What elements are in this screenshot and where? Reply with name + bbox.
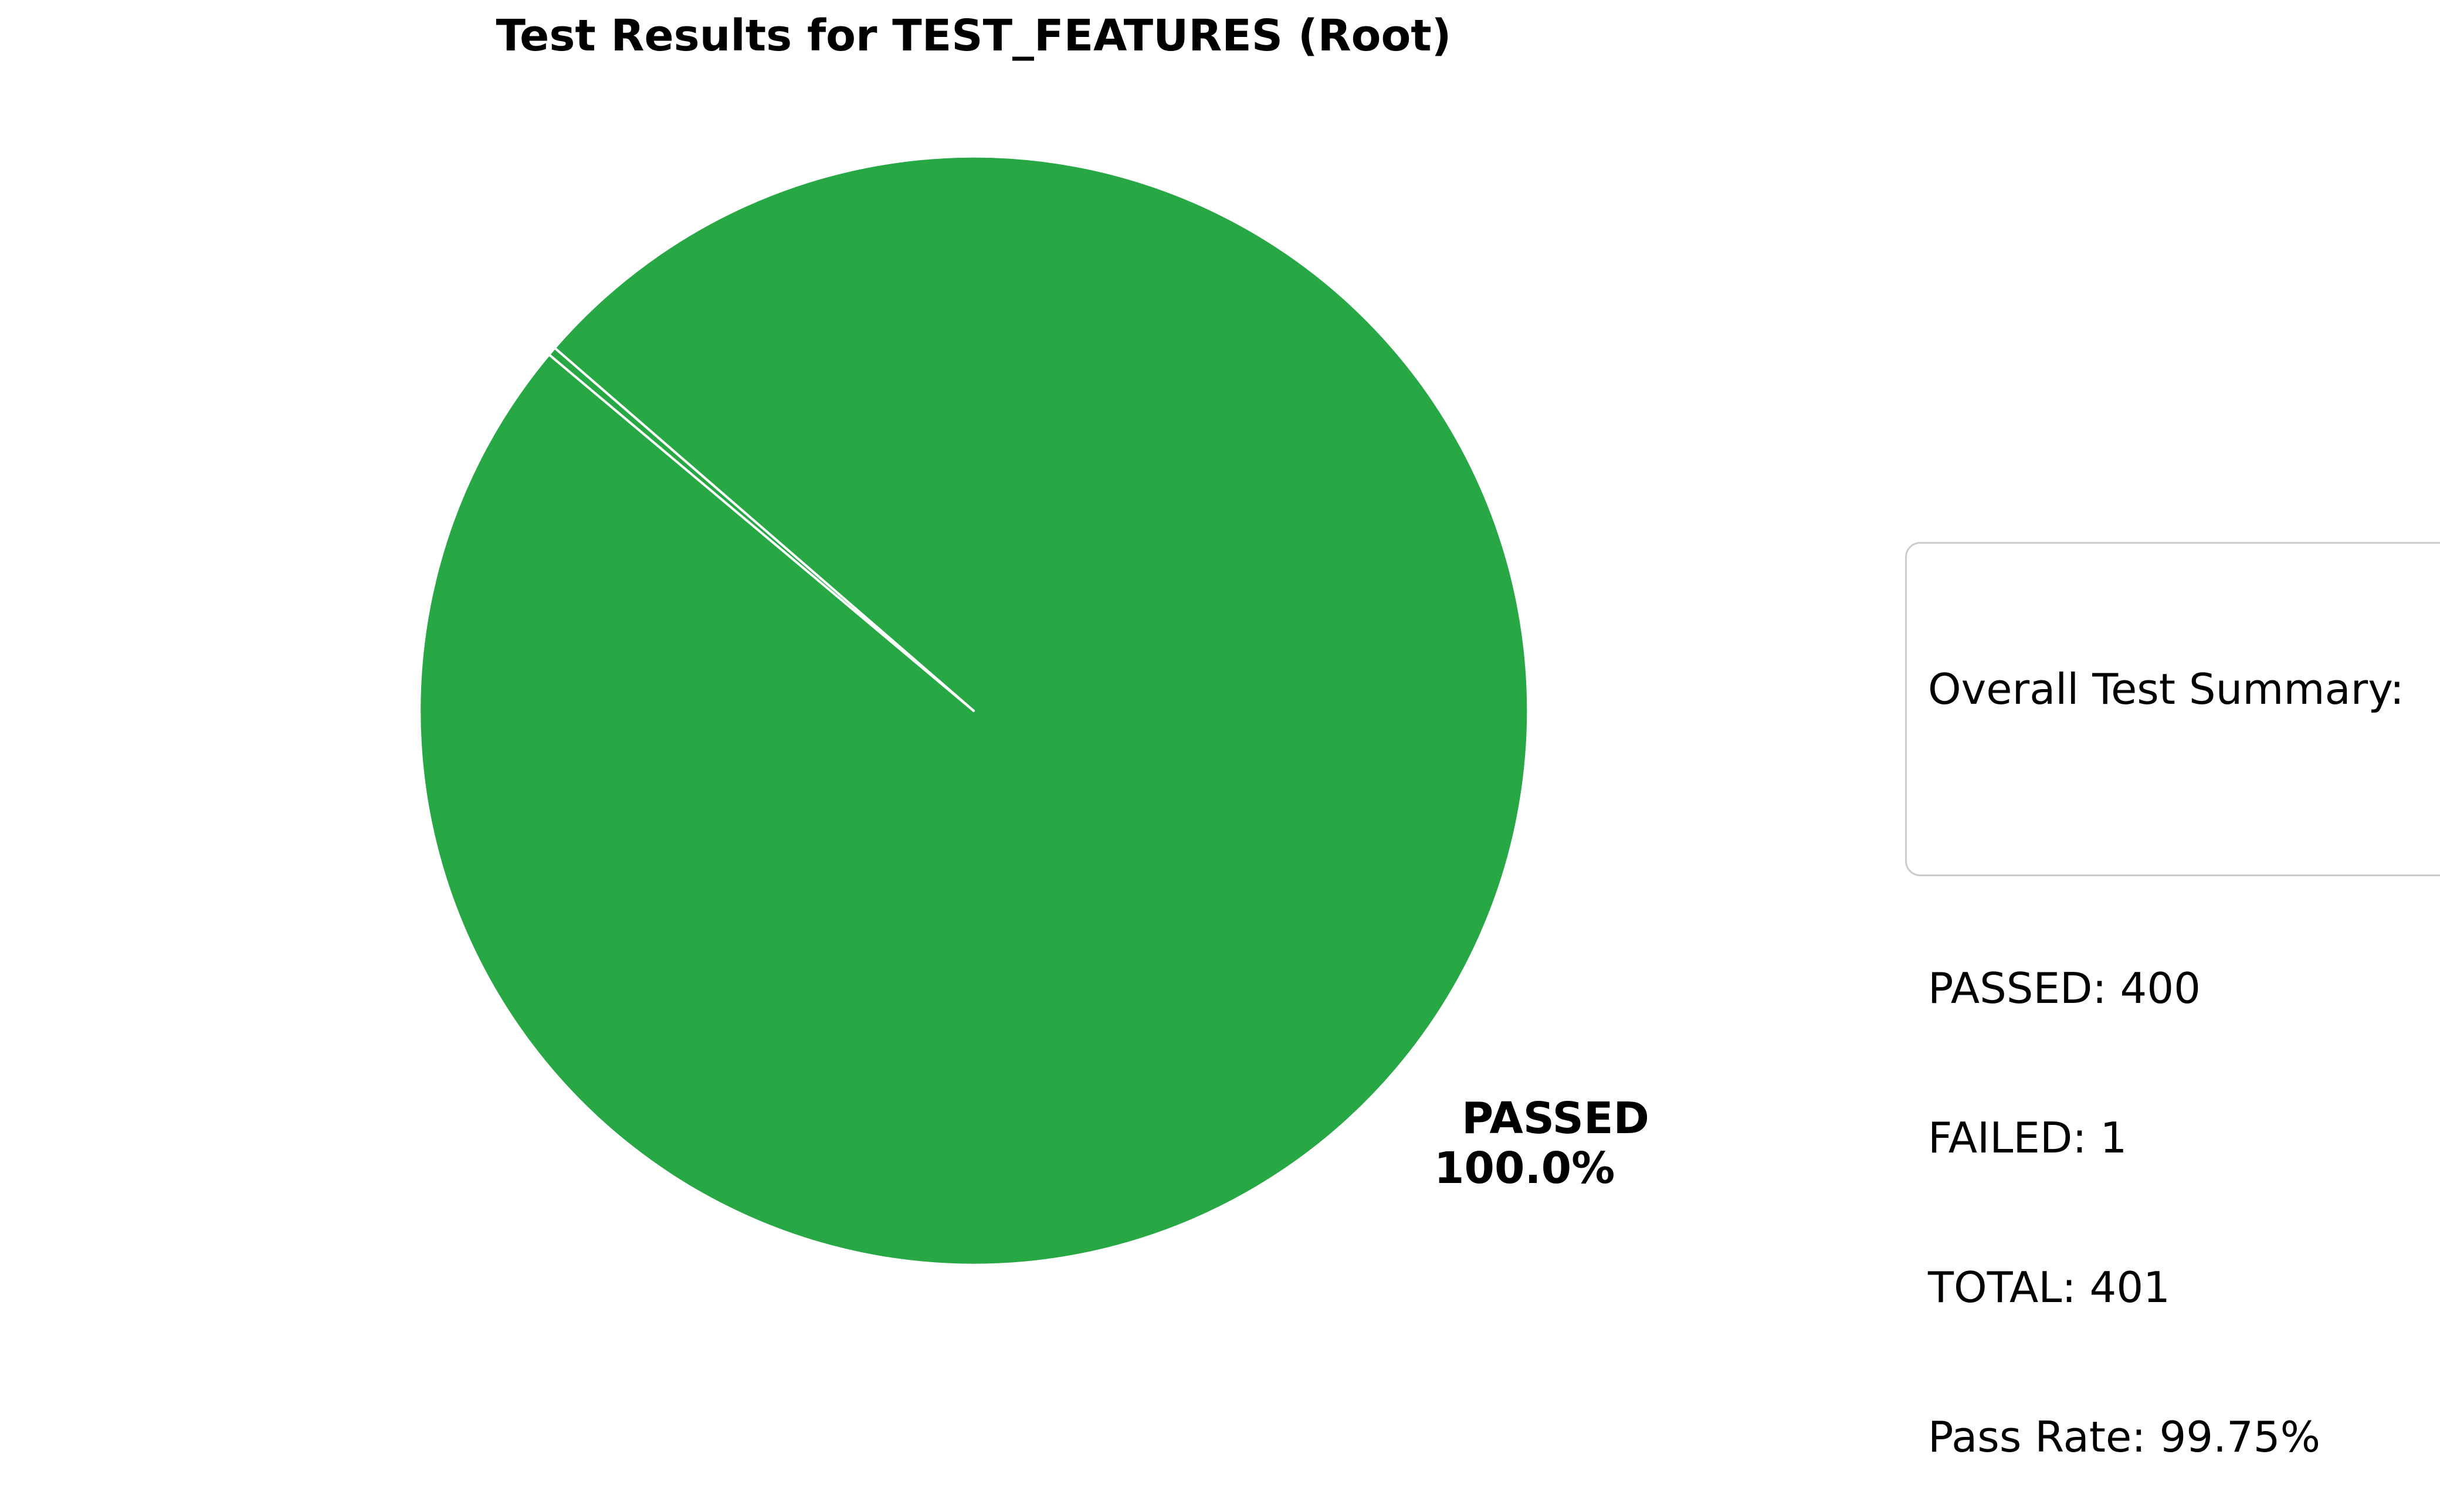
summary-failed: FAILED: 1	[1928, 1113, 2127, 1162]
chart-title: Test Results for TEST_FEATURES (Root)	[496, 11, 1451, 61]
slice-pct-passed: 100.0%	[1434, 1143, 1615, 1194]
slice-label-passed: PASSED	[1462, 1093, 1649, 1144]
pie-chart: Test Results for TEST_FEATURES (Root) PA…	[418, 11, 1649, 1266]
summary-passed: PASSED: 400	[1928, 964, 2201, 1013]
pie-slice-failed	[548, 347, 975, 712]
test-summary-box: Overall Test Summary: PASSED: 400 FAILED…	[1905, 542, 2440, 1462]
summary-total: TOTAL: 401	[1928, 1263, 2170, 1312]
summary-heading: Overall Test Summary:	[1928, 665, 2404, 714]
summary-spacer	[1928, 814, 2440, 864]
summary-pass-rate: Pass Rate: 99.75%	[1928, 1412, 2320, 1462]
pie-slices	[418, 155, 1530, 1266]
